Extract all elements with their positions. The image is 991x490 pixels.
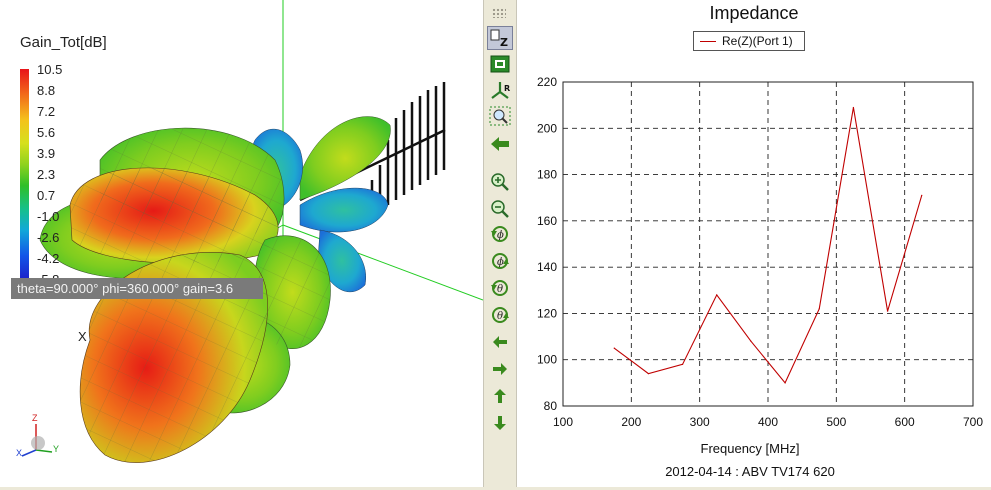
back-arrow-button[interactable] — [487, 132, 513, 156]
y-tick-label: 80 — [544, 399, 558, 413]
colorbar — [20, 69, 29, 281]
chart-footer: 2012-04-14 : ABV TV174 620 — [665, 464, 835, 479]
chart-legend: Re(Z)(Port 1) — [693, 31, 805, 51]
pan-right-icon — [493, 363, 507, 375]
svg-text:ϕ: ϕ — [497, 230, 504, 241]
rotate-theta-cw-button[interactable]: θ — [487, 303, 513, 327]
rotate-phi-ccw-icon: ϕ — [491, 226, 508, 242]
zoom-fit-icon — [490, 55, 510, 73]
window-bottom-border — [0, 487, 991, 490]
data-point — [852, 106, 855, 109]
svg-text:R: R — [504, 84, 510, 93]
rotate-phi-ccw-button[interactable]: ϕ — [487, 222, 513, 246]
y-tick-label: 140 — [537, 260, 557, 274]
pan-down-button[interactable] — [487, 411, 513, 435]
radiation-pattern-plot[interactable] — [0, 0, 483, 490]
colorbar-title: Gain_Tot[dB] — [20, 34, 107, 51]
data-point — [716, 294, 718, 296]
zoom-region-button[interactable] — [487, 104, 513, 128]
impedance-chart-panel: Impedance Re(Z)(Port 1) 100 200 300 400 500 6… — [517, 0, 991, 490]
data-point — [818, 308, 820, 310]
triad-z-label: Z — [32, 413, 38, 423]
legend-label: Re(Z)(Port 1) — [722, 34, 793, 48]
pan-left-icon — [493, 336, 507, 348]
rotate-theta-ccw-button[interactable]: θ — [487, 276, 513, 300]
y-tick-label: 180 — [537, 168, 557, 182]
svg-text:θ: θ — [497, 311, 503, 322]
axis-triad-icon — [21, 424, 53, 457]
pan-right-button[interactable] — [487, 357, 513, 381]
x-tick-label: 700 — [963, 415, 983, 429]
zoom-in-button[interactable] — [487, 169, 513, 193]
legend-swatch — [700, 41, 716, 42]
pan-left-button[interactable] — [487, 330, 513, 354]
toolbar-grip-icon[interactable] — [492, 8, 506, 18]
x-tick-label: 500 — [826, 415, 846, 429]
chart-title: Impedance — [709, 3, 799, 23]
select-z-icon: Z — [490, 29, 508, 49]
y-tick-label: 100 — [537, 353, 557, 367]
colorbar-tick-label: 8.8 — [37, 83, 56, 98]
y-tick-label: 160 — [537, 214, 557, 228]
axes-r-button[interactable]: R — [487, 78, 513, 102]
data-point — [886, 310, 889, 312]
back-arrow-icon — [491, 137, 509, 151]
select-z-button[interactable]: Z — [487, 26, 513, 50]
colorbar-tick-label: -4.2 — [37, 251, 60, 266]
x-tick-label: 200 — [621, 415, 641, 429]
rotate-phi-cw-button[interactable]: ϕ — [487, 249, 513, 273]
zoom-out-button[interactable] — [487, 196, 513, 220]
svg-text:Z: Z — [500, 36, 508, 49]
pattern-lobes — [39, 116, 391, 463]
rotate-theta-cw-icon: θ — [492, 307, 509, 323]
x-tick-label: 600 — [895, 415, 915, 429]
zoom-fit-button[interactable] — [487, 52, 513, 76]
zoom-out-icon — [491, 200, 509, 218]
colorbar-tick-label: 10.5 — [37, 62, 63, 77]
triad-y-label: Y — [53, 444, 60, 454]
colorbar-tick-label: -2.6 — [37, 230, 60, 245]
3d-pattern-view[interactable]: Gain_Tot[dB] 10.5 8.8 7.2 5.6 3.9 2.3 0.7 -1.0 -… — [0, 0, 483, 490]
x-tick-label: 400 — [758, 415, 778, 429]
x-axis-label: X — [78, 329, 87, 344]
colorbar-tick-label: 0.7 — [37, 188, 56, 203]
colorbar-tick-label: 3.9 — [37, 146, 56, 161]
x-axis-title: Frequency [MHz] — [700, 441, 800, 456]
svg-text:ϕ: ϕ — [497, 257, 504, 268]
colorbar-tick-label: -1.0 — [37, 209, 60, 224]
data-point — [681, 363, 684, 365]
triad-x-label: X — [16, 448, 23, 458]
data-point — [750, 340, 752, 342]
data-point — [647, 373, 650, 375]
pan-up-icon — [494, 389, 506, 403]
data-point — [613, 347, 615, 349]
zoom-in-icon — [491, 173, 509, 191]
y-axis-line — [282, 224, 483, 301]
x-tick-label: 300 — [690, 415, 710, 429]
y-tick-label: 220 — [537, 75, 557, 89]
svg-text:θ: θ — [497, 284, 503, 295]
probe-readout: theta=90.000° phi=360.000° gain=3.6 — [11, 278, 263, 299]
data-point — [784, 382, 786, 384]
rotate-theta-ccw-icon: θ — [491, 280, 508, 296]
rotate-phi-cw-icon: ϕ — [492, 253, 509, 269]
x-tick-label: 100 — [553, 415, 573, 429]
data-point — [921, 194, 923, 196]
pan-up-button[interactable] — [487, 384, 513, 408]
axes-r-icon: R — [491, 82, 510, 99]
y-tick-label: 200 — [537, 121, 557, 135]
colorbar-tick-label: 7.2 — [37, 104, 56, 119]
colorbar-tick-label: 2.3 — [37, 167, 56, 182]
zoom-region-icon — [489, 106, 511, 126]
series-line-re-z — [613, 107, 923, 384]
pan-down-icon — [494, 416, 506, 430]
y-tick-label: 120 — [537, 306, 557, 320]
colorbar-tick-label: 5.6 — [37, 125, 56, 140]
impedance-chart: 100 200 300 400 500 600 700 80 100 120 140 160 180 20… — [537, 75, 983, 429]
